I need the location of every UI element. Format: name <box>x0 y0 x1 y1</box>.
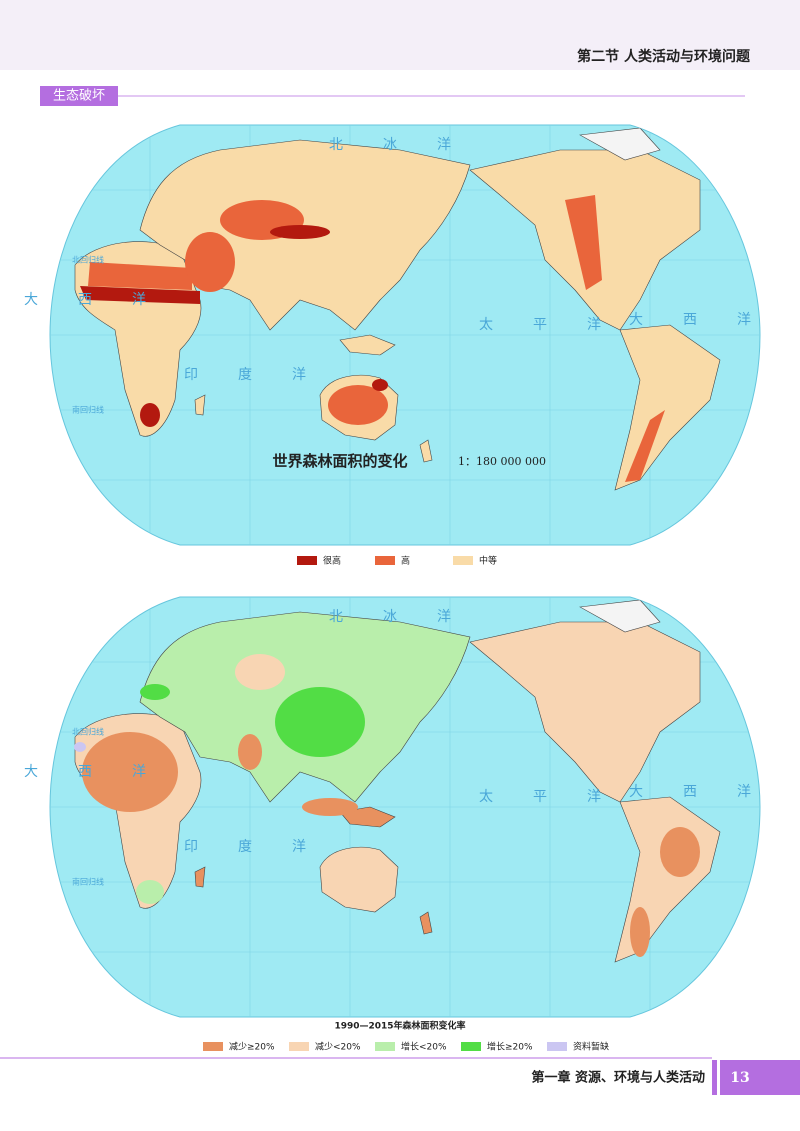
land-patch <box>185 232 235 292</box>
legend-swatch <box>453 556 473 565</box>
legend-label: 中等 <box>479 555 497 567</box>
land-patch <box>238 734 262 770</box>
land-patch <box>565 195 602 290</box>
page-box <box>720 1060 800 1095</box>
legend-swatch <box>289 1042 309 1051</box>
land-patch <box>625 410 665 482</box>
land-patch <box>302 798 358 816</box>
land-patch <box>88 262 192 290</box>
ocean-label: 印度洋 <box>184 839 346 855</box>
header-band <box>0 0 800 70</box>
footer-bar <box>712 1060 717 1095</box>
land-patch <box>275 687 365 757</box>
legend-label: 增长<20% <box>401 1041 447 1053</box>
land-patch <box>80 286 200 304</box>
maps: 世界土地荒漠化危险程度分布1：180 000 000北冰洋大西洋太平洋印度洋大西… <box>24 124 791 1053</box>
page-number: 13 <box>730 1070 749 1086</box>
legend-label: 减少<20% <box>315 1041 361 1053</box>
latitude-label: 南回归线 <box>72 405 104 415</box>
ocean-label: 大西洋 <box>629 784 791 800</box>
land-patch <box>82 732 178 812</box>
tag-box <box>40 86 118 106</box>
map-scale: 1：180 000 000 <box>458 455 546 468</box>
legend-label: 增长≥20% <box>487 1041 533 1053</box>
map-title: 世界森林面积的变化 <box>272 452 407 470</box>
legend-swatch <box>547 1042 567 1051</box>
ocean-label: 大西洋 <box>629 312 791 328</box>
land-patch <box>328 385 388 425</box>
legend-swatch <box>375 1042 395 1051</box>
latitude-label: 北回归线 <box>72 727 104 737</box>
legend: 很高 高 中等 <box>297 555 497 567</box>
ocean-label: 太平洋 <box>479 317 641 333</box>
legend-swatch <box>461 1042 481 1051</box>
legend-label: 减少≥20% <box>229 1041 275 1053</box>
ocean-label: 北冰洋 <box>329 137 491 153</box>
ocean-label: 大西洋 <box>24 292 186 308</box>
ocean-label: 太平洋 <box>479 789 641 805</box>
legend-swatch <box>203 1042 223 1051</box>
ocean-label: 印度洋 <box>184 367 346 383</box>
ocean-label: 北冰洋 <box>329 609 491 625</box>
footer-chapter: 第一章 资源、环境与人类活动 <box>531 1070 705 1086</box>
map-body <box>50 125 760 545</box>
legend-title: 1990—2015年森林面积变化率 <box>334 1020 465 1032</box>
land-patch <box>140 684 170 700</box>
legend-label: 很高 <box>323 555 341 567</box>
land-patch <box>140 403 160 427</box>
map: 世界土地荒漠化危险程度分布1：180 000 000北冰洋大西洋太平洋印度洋大西… <box>24 124 791 546</box>
land-patch <box>372 379 388 391</box>
legend-swatch <box>297 556 317 565</box>
land-patch <box>630 907 650 957</box>
legend-swatch <box>375 556 395 565</box>
latitude-label: 南回归线 <box>72 877 104 887</box>
header-section: 第二节 人类活动与环境问题 <box>577 48 751 65</box>
land-patch <box>136 880 164 904</box>
legend-label: 高 <box>401 555 410 567</box>
latitude-label: 北回归线 <box>72 255 104 265</box>
legend-label: 资料暂缺 <box>573 1041 609 1053</box>
map-body <box>50 597 760 1017</box>
tag: 生态破坏 <box>53 89 105 104</box>
land-patch <box>660 827 700 877</box>
land-patch <box>74 742 86 752</box>
map: 世界森林面积的变化 1：180 000 000北冰洋大西洋太平洋印度洋大西洋北回归… <box>24 452 791 1018</box>
ocean-label: 大西洋 <box>24 764 186 780</box>
land-patch <box>270 225 330 239</box>
land-patch <box>235 654 285 690</box>
